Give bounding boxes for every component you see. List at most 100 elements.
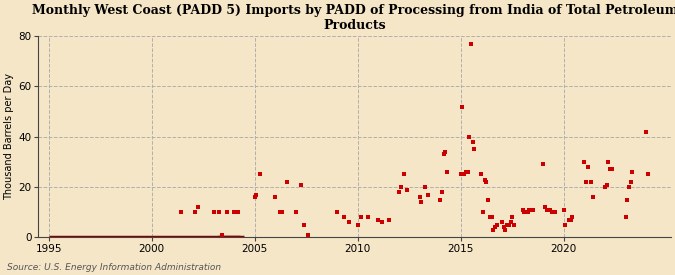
Point [558, 208, 569, 212]
Point [624, 185, 634, 189]
Point [538, 162, 549, 167]
Point [419, 185, 430, 189]
Point [208, 210, 219, 214]
Point [356, 215, 367, 219]
Point [435, 197, 446, 202]
Point [485, 215, 495, 219]
Point [497, 220, 508, 224]
Point [541, 208, 552, 212]
Point [489, 225, 500, 230]
Point [282, 180, 293, 184]
Point [620, 215, 631, 219]
Point [505, 220, 516, 224]
Point [275, 210, 286, 214]
Point [583, 165, 593, 169]
Point [502, 222, 512, 227]
Point [587, 195, 598, 199]
Point [641, 130, 651, 134]
Point [625, 180, 636, 184]
Point [331, 210, 342, 214]
Point [352, 222, 363, 227]
Point [217, 233, 227, 237]
Point [483, 197, 493, 202]
Point [507, 215, 518, 219]
Point [486, 215, 497, 219]
Point [299, 222, 310, 227]
Point [605, 167, 616, 172]
Point [549, 210, 560, 214]
Point [580, 180, 591, 184]
Point [567, 215, 578, 219]
Point [488, 228, 499, 232]
Point [491, 222, 502, 227]
Point [524, 208, 535, 212]
Point [414, 195, 425, 199]
Point [362, 215, 373, 219]
Point [467, 140, 478, 144]
Point [479, 177, 490, 182]
Point [466, 42, 477, 46]
Point [232, 210, 243, 214]
Point [251, 192, 262, 197]
Point [456, 172, 466, 177]
Point [438, 152, 449, 156]
Point [460, 170, 471, 174]
Point [517, 208, 528, 212]
Point [213, 210, 224, 214]
Point [504, 222, 514, 227]
Point [603, 160, 614, 164]
Point [254, 172, 265, 177]
Point [560, 222, 571, 227]
Point [622, 197, 632, 202]
Point [377, 220, 387, 224]
Point [586, 180, 597, 184]
Point [189, 210, 200, 214]
Point [522, 210, 533, 214]
Point [464, 134, 475, 139]
Point [462, 170, 473, 174]
Point [643, 172, 653, 177]
Point [373, 218, 383, 222]
Point [383, 218, 394, 222]
Point [339, 215, 350, 219]
Point [519, 210, 530, 214]
Point [579, 160, 590, 164]
Point [500, 228, 511, 232]
Point [459, 172, 470, 177]
Point [469, 147, 480, 152]
Point [476, 172, 487, 177]
Point [416, 200, 427, 204]
Point [539, 205, 550, 209]
Point [402, 187, 413, 192]
Point [423, 192, 433, 197]
Text: Source: U.S. Energy Information Administration: Source: U.S. Energy Information Administ… [7, 263, 221, 272]
Point [546, 210, 557, 214]
Point [606, 167, 617, 172]
Point [399, 172, 410, 177]
Point [599, 185, 610, 189]
Point [396, 185, 406, 189]
Point [564, 218, 574, 222]
Point [508, 222, 519, 227]
Point [601, 182, 612, 187]
Point [290, 210, 301, 214]
Point [498, 225, 509, 230]
Point [545, 208, 556, 212]
Point [527, 208, 538, 212]
Point [277, 210, 288, 214]
Point [249, 195, 260, 199]
Point [222, 210, 233, 214]
Point [565, 218, 576, 222]
Point [229, 210, 240, 214]
Point [440, 150, 451, 154]
Title: Monthly West Coast (PADD 5) Imports by PADD of Processing from India of Total Pe: Monthly West Coast (PADD 5) Imports by P… [32, 4, 675, 32]
Point [457, 104, 468, 109]
Point [344, 220, 354, 224]
Point [481, 180, 492, 184]
Point [627, 170, 638, 174]
Point [176, 210, 186, 214]
Point [478, 210, 489, 214]
Point [437, 190, 448, 194]
Point [302, 233, 313, 237]
Point [192, 205, 203, 209]
